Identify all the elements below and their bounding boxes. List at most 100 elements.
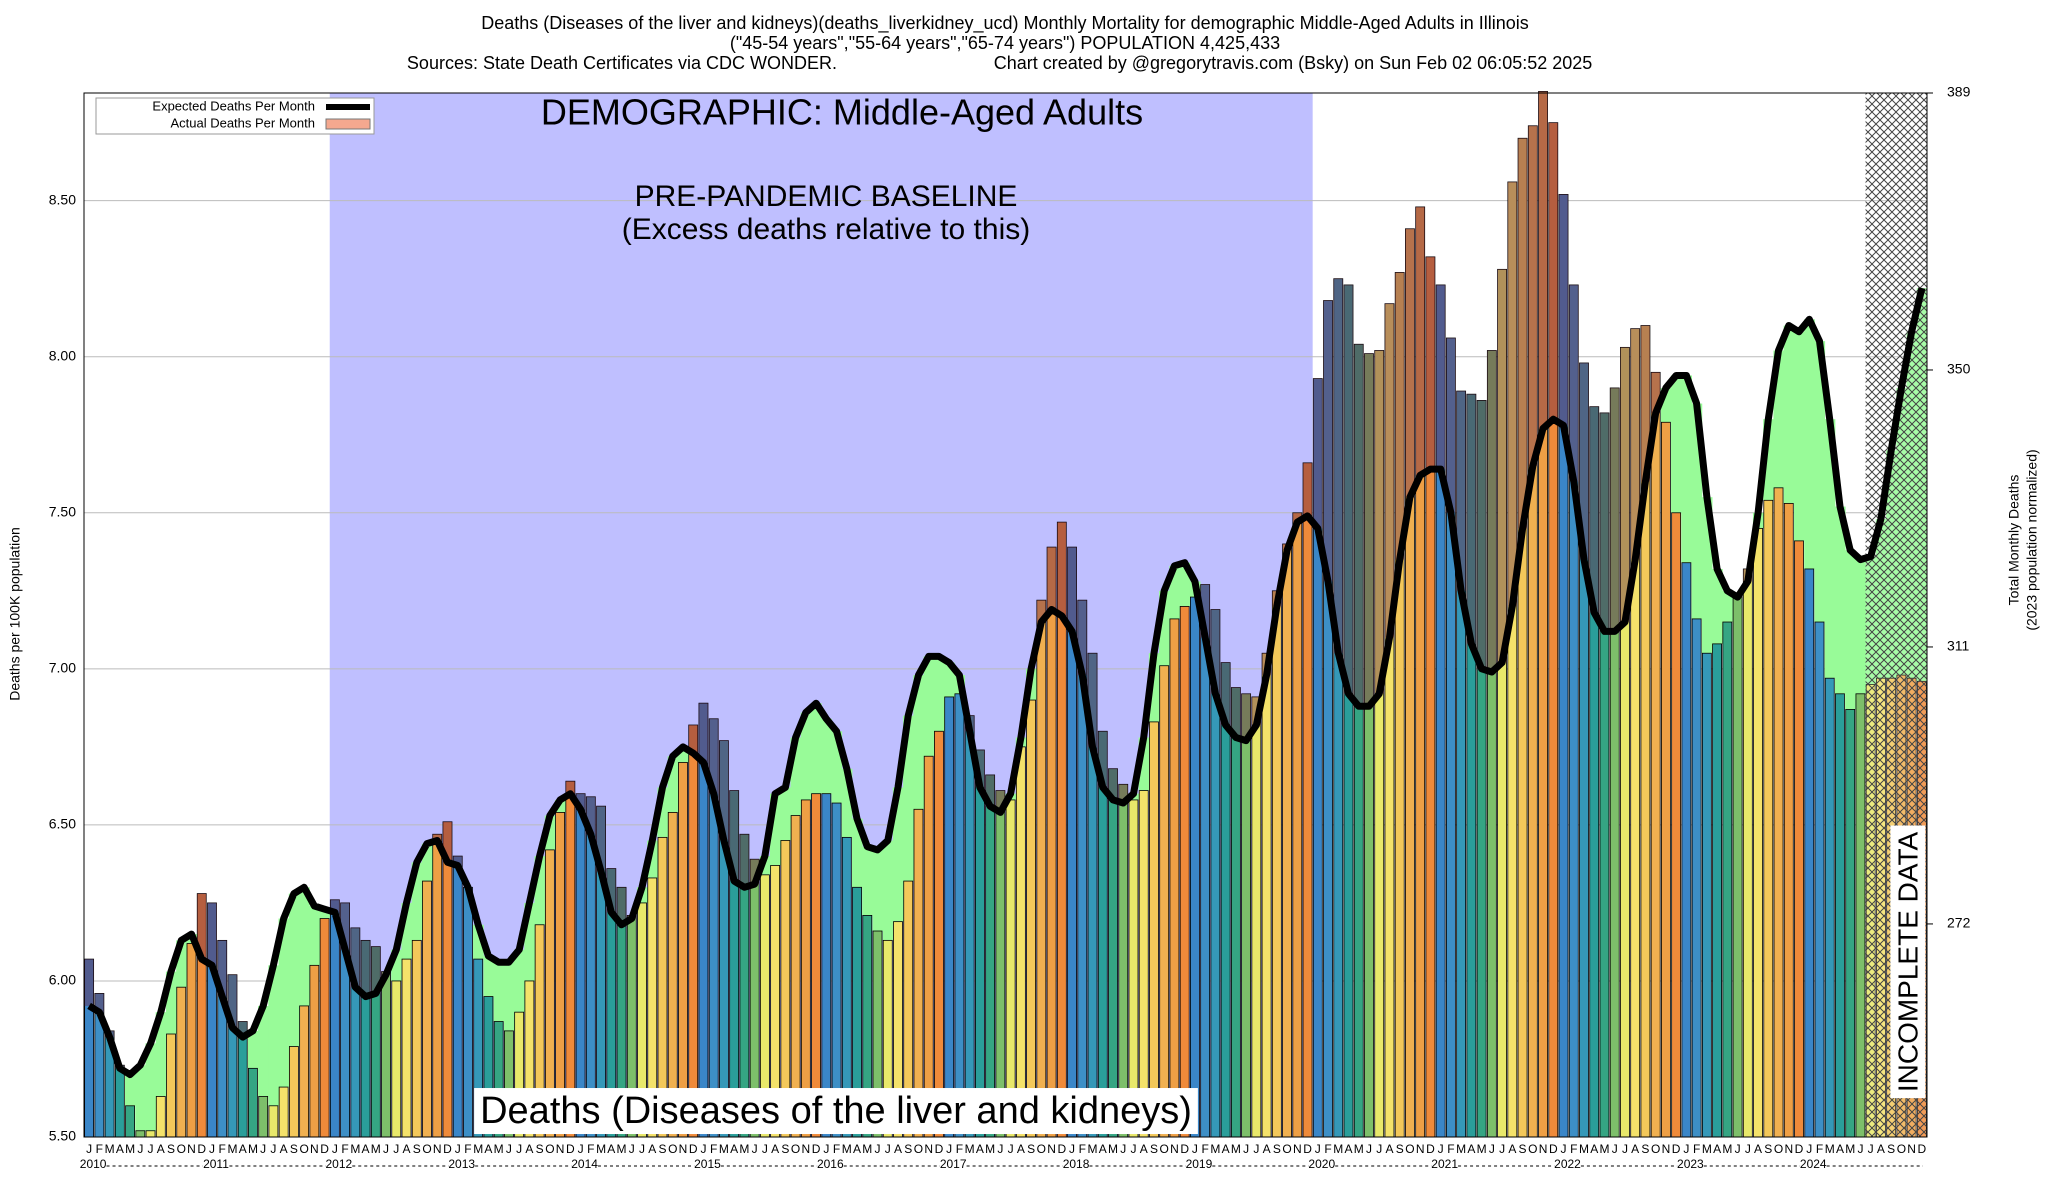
bar	[1835, 693, 1845, 1138]
bar	[299, 1005, 310, 1138]
y2-tick-label: 389	[1947, 84, 1971, 100]
x-tick-label: M	[1333, 1142, 1343, 1156]
deficit-area	[923, 656, 935, 757]
deficit-area	[862, 846, 873, 916]
x-tick-label: N	[1784, 1142, 1793, 1156]
x-tick-label: A	[280, 1142, 288, 1156]
x-tick-label: O	[177, 1142, 186, 1156]
x-tick-label: M	[1845, 1142, 1855, 1156]
excess-area	[1569, 284, 1579, 482]
bar	[1855, 693, 1866, 1138]
x-tick-label: F	[341, 1142, 348, 1156]
x-tick-label: N	[1170, 1142, 1179, 1156]
deficit-area	[770, 793, 781, 866]
x-tick-label: A	[1344, 1142, 1352, 1156]
bar	[278, 1086, 289, 1138]
bar	[995, 790, 1006, 1138]
year-label: 2024	[1800, 1157, 1827, 1171]
x-tick-label: M	[125, 1142, 135, 1156]
x-tick-label: F	[710, 1142, 717, 1156]
x-tick-label: A	[1017, 1142, 1025, 1156]
x-tick-label: D	[689, 1142, 698, 1156]
x-tick-label: J	[578, 1142, 584, 1156]
deficit-area	[493, 962, 505, 1022]
bar	[1128, 799, 1139, 1138]
x-tick-label: A	[607, 1142, 615, 1156]
bar	[258, 1096, 269, 1138]
deficit-area	[841, 768, 853, 838]
excess-area	[1487, 350, 1497, 672]
deficit-area	[268, 965, 280, 1106]
deficit-area	[1691, 403, 1703, 619]
deficit-area	[124, 1074, 136, 1106]
x-tick-label: S	[290, 1142, 298, 1156]
excess-area	[1559, 194, 1569, 426]
x-tick-label: N	[556, 1142, 565, 1156]
bar	[565, 780, 576, 1138]
excess-area	[1067, 547, 1077, 632]
excess-area	[1354, 344, 1364, 707]
deficit-area	[258, 1005, 269, 1097]
x-tick-label: S	[1396, 1142, 1404, 1156]
excess-area	[371, 946, 381, 994]
x-tick-label: D	[320, 1142, 329, 1156]
excess-area	[1221, 662, 1231, 726]
excess-area	[1548, 122, 1558, 420]
x-tick-label: J	[1499, 1142, 1505, 1156]
x-tick-label: A	[1877, 1142, 1885, 1156]
year-label: 2011	[203, 1157, 229, 1171]
bar	[401, 958, 412, 1138]
deficit-area	[647, 840, 658, 878]
deficit-area	[299, 887, 310, 1006]
bar	[381, 971, 391, 1138]
excess-area	[576, 793, 586, 810]
x-tick-label: S	[1150, 1142, 1158, 1156]
x-tick-label: D	[812, 1142, 821, 1156]
x-tick-label: N	[1416, 1142, 1425, 1156]
x-tick-label: M	[105, 1142, 115, 1156]
deficit-area	[790, 737, 802, 816]
x-tick-label: J	[1008, 1142, 1014, 1156]
excess-area	[1446, 338, 1456, 513]
x-tick-label: S	[904, 1142, 912, 1156]
excess-area	[1610, 387, 1620, 632]
x-tick-label: J	[393, 1142, 399, 1156]
x-tick-label: J	[1868, 1142, 1874, 1156]
deficit-area	[391, 949, 402, 981]
year-label: 2019	[1186, 1157, 1213, 1171]
bar	[463, 886, 473, 1138]
x-tick-label: M	[1702, 1142, 1712, 1156]
x-tick-label: A	[1713, 1142, 1721, 1156]
x-tick-label: J	[762, 1142, 768, 1156]
x-tick-label: J	[209, 1142, 215, 1156]
deficit-area	[810, 703, 822, 794]
x-tick-label: O	[545, 1142, 554, 1156]
deficit-area	[892, 787, 904, 922]
bar	[1169, 618, 1180, 1138]
deficit-area	[903, 715, 914, 882]
excess-area	[94, 993, 104, 1013]
excess-area	[1343, 284, 1354, 694]
bar	[186, 943, 197, 1138]
deficit-area	[1148, 653, 1160, 722]
bar	[1108, 768, 1118, 1138]
excess-area	[1333, 278, 1343, 654]
bar	[1261, 652, 1272, 1138]
x-tick-label: F	[1079, 1142, 1086, 1156]
x-tick-label: A	[976, 1142, 984, 1156]
y-tick-label: 7.50	[49, 503, 76, 519]
excess-area	[995, 790, 1005, 813]
x-tick-label: A	[116, 1142, 124, 1156]
x-tick-label: A	[730, 1142, 738, 1156]
bar	[913, 808, 924, 1138]
deficit-area	[821, 718, 832, 794]
bar	[964, 715, 975, 1138]
bar	[1241, 693, 1252, 1138]
x-tick-label: M	[371, 1142, 381, 1156]
excess-area	[586, 796, 596, 835]
deficit-area	[319, 909, 331, 919]
expected-line	[87, 287, 1926, 1079]
x-tick-label: F	[956, 1142, 963, 1156]
annotation: Deaths (Diseases of the liver and kidney…	[480, 1090, 1192, 1132]
x-tick-label: N	[679, 1142, 688, 1156]
